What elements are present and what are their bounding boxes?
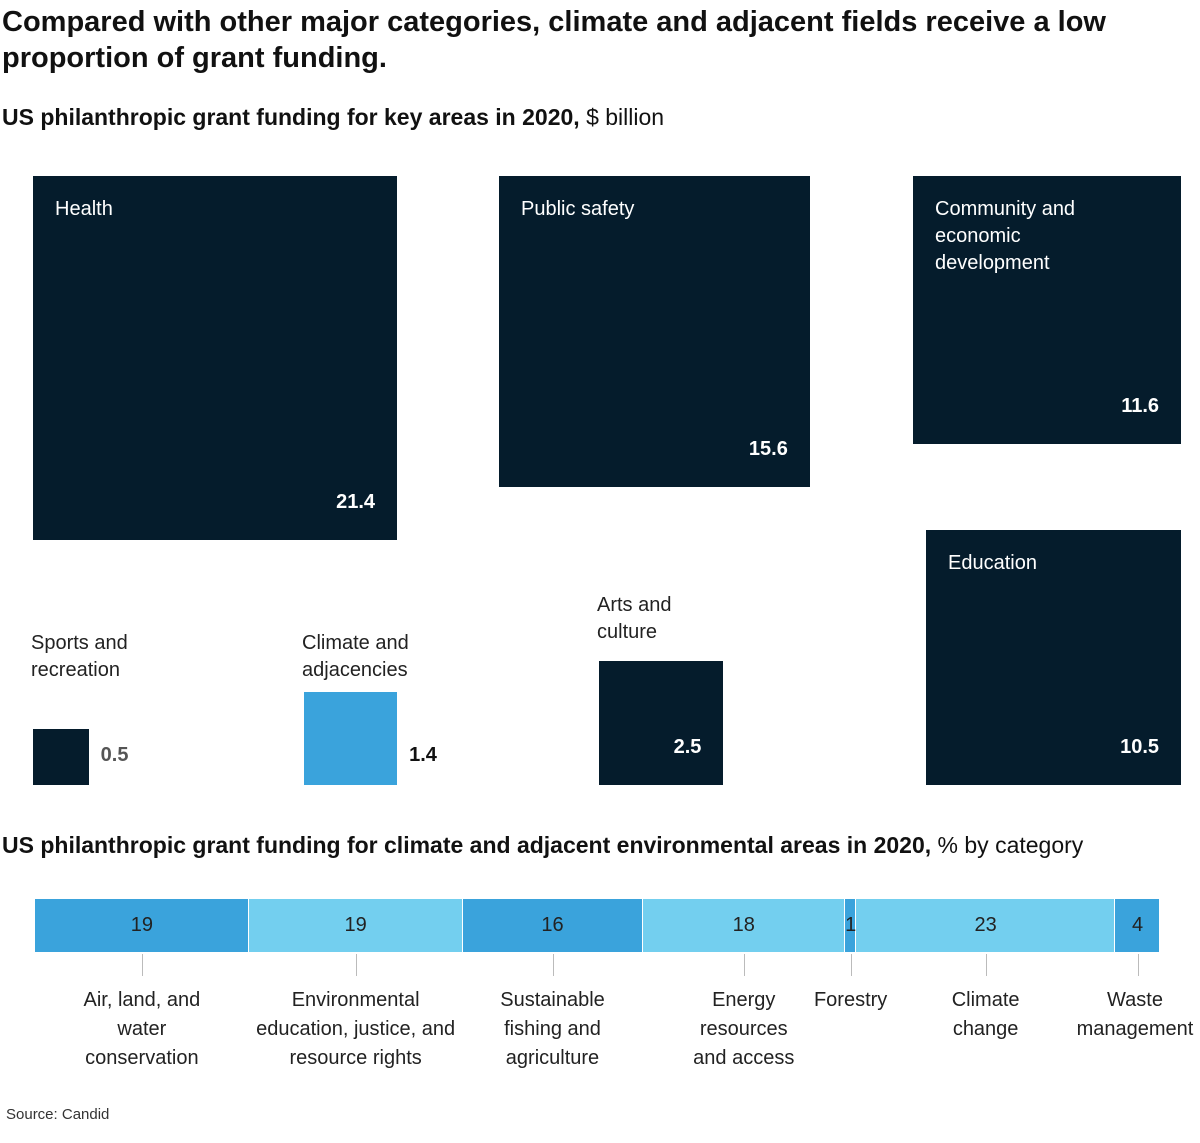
category-label: Climate change bbox=[951, 989, 1020, 1040]
value-label: 4 bbox=[1131, 914, 1144, 936]
category-label: Education bbox=[948, 551, 1037, 574]
category-label: Waste management bbox=[1076, 989, 1194, 1040]
category-label: Public safety bbox=[521, 198, 635, 220]
tick bbox=[552, 954, 554, 976]
category-label: Air, land, and water conservation bbox=[83, 989, 201, 1069]
category-label: Sports and recreation bbox=[31, 632, 128, 681]
category-label: Energy resources and access bbox=[693, 989, 795, 1069]
square bbox=[913, 176, 1182, 445]
value-label: 1 bbox=[845, 914, 857, 936]
value-label: 16 bbox=[541, 914, 564, 936]
value-label: 21.4 bbox=[336, 491, 376, 514]
subtitle: US philanthropic grant funding for clima… bbox=[2, 832, 1083, 859]
tick bbox=[355, 954, 357, 976]
square bbox=[304, 691, 398, 785]
square bbox=[599, 660, 724, 785]
category-label: Health bbox=[55, 198, 113, 220]
bar-segment bbox=[845, 899, 857, 952]
square bbox=[499, 176, 810, 487]
category-label: Sustainable fishing and agriculture bbox=[500, 989, 605, 1069]
value-label: 19 bbox=[130, 914, 153, 936]
bar-segment bbox=[462, 899, 643, 952]
subtitle: US philanthropic grant funding for key a… bbox=[2, 104, 664, 131]
tick bbox=[743, 954, 745, 976]
category-label: Climate and adjacencies bbox=[302, 632, 409, 681]
unit: $ billion bbox=[586, 104, 665, 130]
tick bbox=[141, 954, 143, 976]
tick bbox=[985, 954, 987, 976]
square bbox=[33, 729, 89, 785]
square bbox=[33, 176, 398, 541]
value-label: 10.5 bbox=[1120, 736, 1160, 758]
value-label: 1.4 bbox=[409, 744, 437, 766]
bar-segment bbox=[1115, 899, 1160, 952]
value-label: 15.6 bbox=[748, 437, 788, 460]
value-label: 2.5 bbox=[673, 736, 702, 758]
subtitle-text: US philanthropic grant funding for clima… bbox=[2, 832, 932, 858]
bar-segment bbox=[642, 899, 845, 952]
category-label: Forestry bbox=[813, 989, 888, 1011]
source: Source: Candid bbox=[6, 1106, 110, 1123]
value-label: 11.6 bbox=[1121, 395, 1160, 418]
tick bbox=[1137, 954, 1139, 976]
category-label: Community and economic development bbox=[935, 198, 1076, 274]
value-label: 18 bbox=[732, 914, 755, 936]
subtitle-text: US philanthropic grant funding for key a… bbox=[2, 104, 580, 130]
value-label: 19 bbox=[344, 914, 367, 936]
value-label: 23 bbox=[974, 914, 997, 936]
unit: % by category bbox=[937, 832, 1084, 858]
chart-title: Compared with other major categories, cl… bbox=[2, 6, 1106, 74]
square bbox=[926, 529, 1182, 785]
bar-segment bbox=[856, 899, 1115, 952]
category-label: Environmental education, justice, and re… bbox=[256, 989, 456, 1069]
bar-segment bbox=[35, 899, 249, 952]
tick bbox=[850, 954, 852, 976]
category-label: Arts and culture bbox=[597, 594, 672, 643]
value-label: 0.5 bbox=[100, 744, 129, 766]
bar-segment bbox=[248, 899, 463, 952]
